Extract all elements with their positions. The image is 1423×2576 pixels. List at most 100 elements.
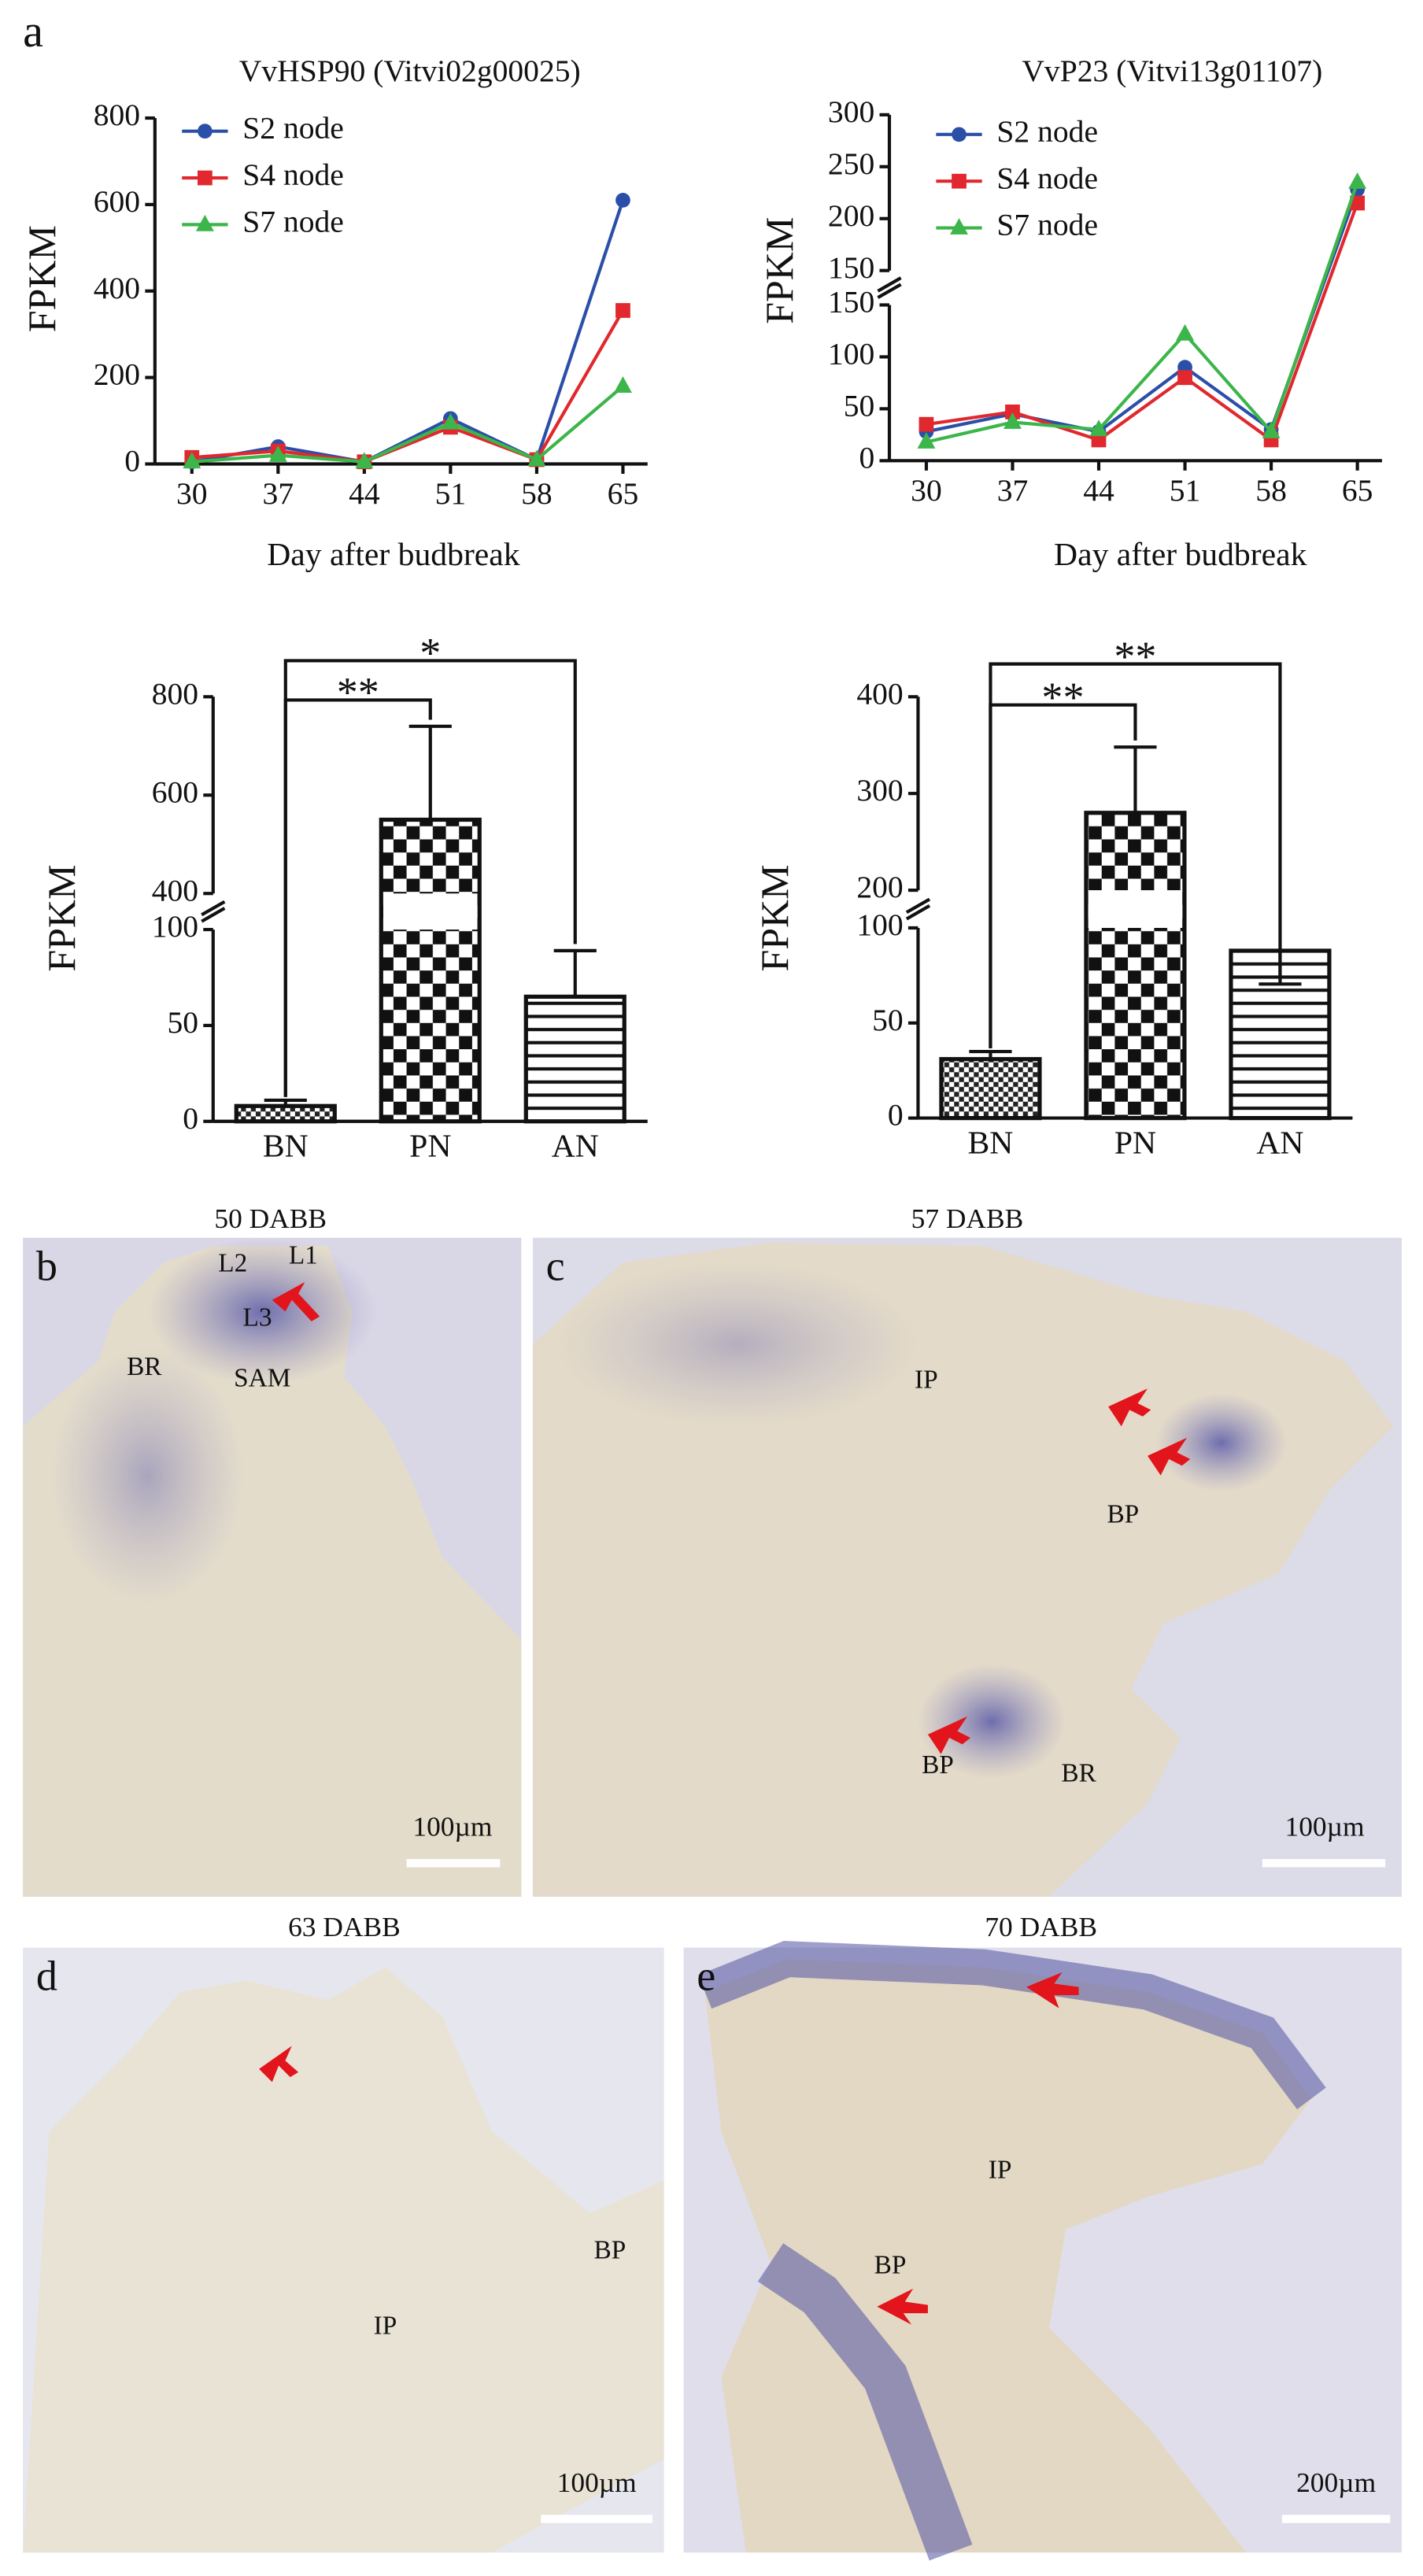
- y-axis-label: FPKM: [752, 864, 797, 971]
- y-tick-label: 0: [888, 1098, 904, 1133]
- y-tick-label: 50: [872, 1003, 904, 1037]
- significance-label: *: [420, 630, 441, 677]
- x-tick-label: 44: [1083, 473, 1114, 508]
- series-line: [191, 199, 625, 464]
- x-tick-label: 37: [263, 476, 294, 511]
- y-tick-label: 400: [856, 676, 903, 711]
- significance-bracket: [283, 659, 577, 1097]
- micrograph-title: 70 DABB: [985, 1911, 1097, 1942]
- y-tick-label: 100: [152, 909, 198, 944]
- x-tick-label: BN: [263, 1129, 309, 1165]
- micrograph-title: 63 DABB: [288, 1911, 401, 1942]
- series-line: [191, 309, 625, 464]
- x-tick-label: 58: [1255, 473, 1287, 508]
- x-tick-label: PN: [409, 1129, 451, 1165]
- significance-label: **: [337, 669, 379, 716]
- y-tick-label: 200: [94, 357, 140, 392]
- y-tick-label: 0: [124, 444, 140, 479]
- x-tick-label: 37: [997, 473, 1029, 508]
- y-tick-label: 200: [856, 870, 903, 904]
- tissue-label: BP: [1107, 1499, 1139, 1528]
- marker: [615, 193, 630, 208]
- y-tick-label: 100: [828, 336, 874, 371]
- bar: [234, 1103, 337, 1124]
- marker: [195, 214, 214, 231]
- axis-break: [201, 907, 226, 923]
- x-tick-label: 44: [349, 476, 380, 511]
- x-tick-label: 30: [911, 473, 942, 508]
- series-line: [191, 385, 624, 464]
- marker: [441, 412, 460, 430]
- axis-break-gap: [383, 893, 478, 930]
- marker: [952, 173, 967, 189]
- x-axis-label: Day after budbreak: [1054, 537, 1307, 573]
- tissue-label: L2: [218, 1249, 247, 1278]
- significance-label: **: [1114, 633, 1156, 680]
- chart-title: VvHSP90 (Vitvi02g00025): [239, 54, 581, 88]
- series-line: [926, 181, 1359, 444]
- y-tick-label: 400: [94, 271, 140, 305]
- x-tick-label: 51: [1170, 473, 1201, 508]
- x-tick-label: AN: [552, 1129, 599, 1165]
- y-tick-label: 50: [167, 1005, 198, 1040]
- marker: [527, 449, 546, 467]
- marker: [197, 124, 213, 139]
- axis-break: [877, 276, 902, 293]
- x-tick-label: 65: [1342, 473, 1373, 508]
- scale-bar-label: 100µm: [557, 2467, 637, 2498]
- axis-break: [905, 904, 931, 921]
- legend-label: S2 node: [996, 114, 1098, 149]
- bar: [1084, 811, 1187, 1121]
- marker: [183, 452, 201, 469]
- marker: [1005, 404, 1020, 419]
- y-axis-label: FPKM: [20, 225, 64, 332]
- y-tick-label: 300: [828, 94, 874, 129]
- tissue-label: IP: [989, 2156, 1012, 2185]
- x-tick-label: 51: [435, 476, 467, 511]
- y-tick-label: 400: [152, 873, 198, 907]
- tissue-label: BP: [922, 1750, 954, 1780]
- tissue-label: L1: [289, 1240, 318, 1270]
- series-line: [926, 189, 1359, 434]
- axis-break: [201, 900, 226, 917]
- micrograph-title: 57 DABB: [911, 1203, 1024, 1234]
- tissue-label: SAM: [234, 1364, 290, 1393]
- marker: [950, 218, 968, 235]
- legend-label: S7 node: [996, 208, 1098, 242]
- y-tick-label: 200: [828, 198, 874, 233]
- marker: [355, 452, 374, 469]
- panel-label: c: [546, 1243, 565, 1290]
- y-tick-label: 100: [856, 907, 903, 942]
- tissue-label: L3: [243, 1303, 272, 1332]
- marker: [1003, 412, 1022, 429]
- y-tick-label: 0: [859, 440, 874, 475]
- marker: [1091, 432, 1107, 448]
- micrograph-title: 50 DABB: [214, 1203, 327, 1234]
- tissue-label: IP: [915, 1366, 938, 1395]
- scale-bar-label: 100µm: [1284, 1811, 1364, 1842]
- marker: [918, 416, 934, 432]
- y-tick-label: 250: [828, 146, 874, 181]
- y-axis-label: FPKM: [757, 217, 801, 324]
- x-tick-label: AN: [1256, 1125, 1303, 1162]
- x-axis-label: Day after budbreak: [267, 537, 520, 573]
- y-tick-label: 800: [152, 676, 198, 711]
- series-line: [926, 202, 1359, 443]
- marker: [1176, 323, 1195, 341]
- x-tick-label: 58: [521, 476, 553, 511]
- marker: [614, 376, 632, 393]
- legend-label: S4 node: [242, 157, 344, 192]
- marker: [1350, 195, 1366, 211]
- micrograph-e: [683, 1941, 1402, 2561]
- panel-label: e: [697, 1953, 715, 2000]
- marker: [1262, 421, 1281, 438]
- tissue-labels: L2 L1 L3 BR SAM IP BP BP BR BP IP IP BP: [127, 1240, 1139, 2340]
- tissue-label: IP: [374, 2311, 397, 2340]
- tissue-label: BP: [593, 2236, 626, 2265]
- panel-label: d: [36, 1953, 57, 2000]
- x-tick-label: 65: [608, 476, 639, 511]
- marker: [1177, 370, 1192, 386]
- micrograph-b: [23, 1237, 522, 1898]
